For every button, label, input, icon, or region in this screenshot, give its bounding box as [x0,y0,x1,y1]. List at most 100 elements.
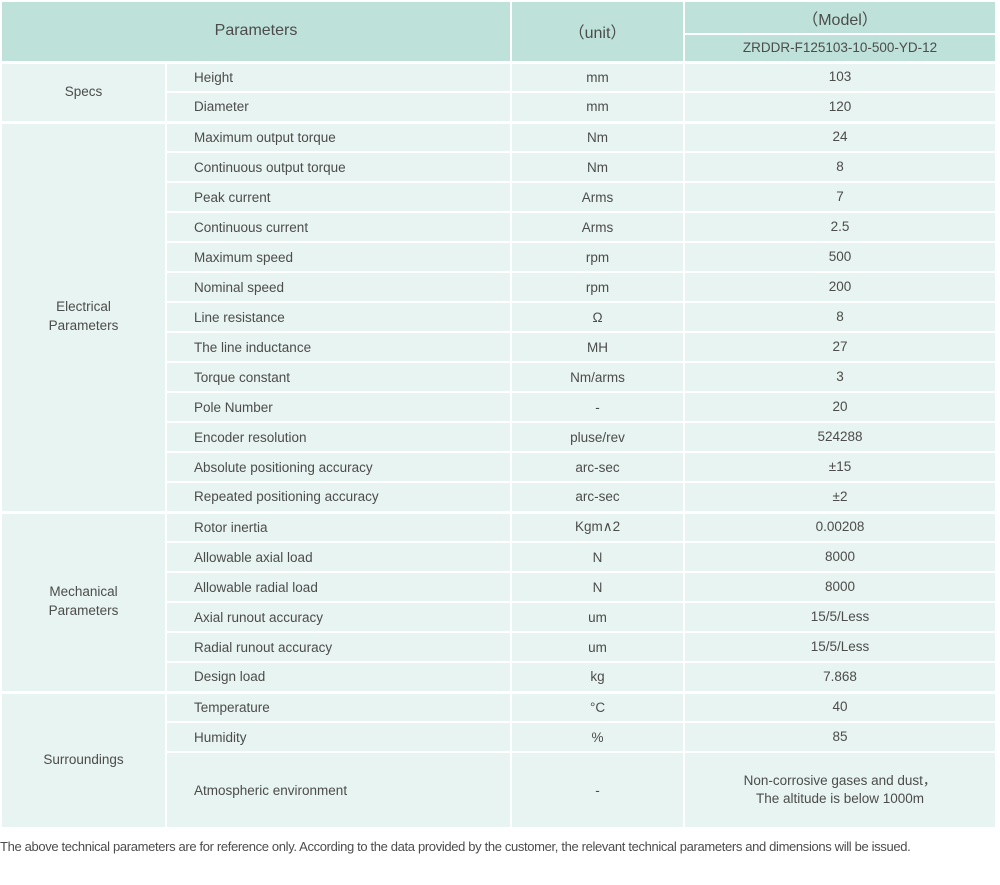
unit-cell: um [510,601,686,633]
param-name-cell: The line inductance [164,331,513,363]
table-row: Nominal speed rpm 200 [1,271,998,303]
unit-cell: Ω [510,301,686,333]
value-cell: 7 [683,181,998,213]
model-header-cell: （Model） [683,0,998,35]
value-cell: 24 [683,120,998,153]
value-cell: 27 [683,331,998,363]
param-name-cell: Axial runout accuracy [164,601,513,633]
header-row-sub: ZRDDR-F125103-10-500-YD-12 [1,33,998,64]
param-name-cell: Maximum output torque [164,120,513,153]
value-cell: Non-corrosive gases and dust， The altitu… [683,751,998,829]
unit-cell: MH [510,331,686,363]
table-row: Diameter mm 120 [1,91,998,123]
param-name-cell: Height [164,60,513,93]
param-name-cell: Allowable axial load [164,541,513,573]
param-name-cell: Atmospheric environment [164,751,513,829]
unit-cell: mm [510,91,686,123]
table-row: Repeated positioning accuracy arc-sec ±2 [1,481,998,513]
param-name-cell: Pole Number [164,391,513,423]
unit-cell: Nm/arms [510,361,686,393]
table-row: Line resistance Ω 8 [1,301,998,333]
table-row: Peak current Arms 7 [1,181,998,213]
param-name-cell: Rotor inertia [164,510,513,543]
param-name-cell: Design load [164,661,513,693]
table-row: Allowable axial load N 8000 [1,541,998,573]
table-header: Parameters （unit） （Model） ZRDDR-F125103-… [0,0,998,64]
value-cell: 8 [683,301,998,333]
param-name-cell: Humidity [164,721,513,753]
value-cell: 8 [683,151,998,183]
value-cell: 200 [683,271,998,303]
table-row: Continuous current Arms 2.5 [1,211,998,243]
value-cell: 500 [683,241,998,273]
unit-cell: % [510,721,686,753]
unit-cell: N [510,571,686,603]
param-name-cell: Diameter [164,91,513,123]
group-label: Mechanical Parameters [0,510,167,693]
unit-cell: - [510,751,686,829]
table-row: Allowable radial load N 8000 [1,571,998,603]
param-name-cell: Continuous output torque [164,151,513,183]
datasheet-page: Parameters （unit） （Model） ZRDDR-F125103-… [0,0,998,854]
value-cell: 524288 [683,421,998,453]
table-row: Maximum speed rpm 500 [1,241,998,273]
param-name-cell: Radial runout accuracy [164,631,513,663]
unit-cell: um [510,631,686,663]
param-name-cell: Continuous current [164,211,513,243]
value-cell: 15/5/Less [683,601,998,633]
value-cell: 40 [683,690,998,723]
group-label: Surroundings [0,690,167,829]
param-name-cell: Absolute positioning accuracy [164,451,513,483]
group-label: Specs [0,60,167,123]
table-row: Absolute positioning accuracy arc-sec ±15 [1,451,998,483]
unit-cell: rpm [510,241,686,273]
model-number-cell: ZRDDR-F125103-10-500-YD-12 [683,33,998,64]
value-cell: 2.5 [683,211,998,243]
unit-cell: Kgm∧2 [510,510,686,543]
unit-cell: N [510,541,686,573]
value-cell: ±15 [683,451,998,483]
table-row: Torque constant Nm/arms 3 [1,361,998,393]
footer-note: The above technical parameters are for r… [0,839,911,854]
value-cell: 20 [683,391,998,423]
param-name-cell: Allowable radial load [164,571,513,603]
value-cell: 8000 [683,541,998,573]
param-name-cell: Maximum speed [164,241,513,273]
table-row: Specs Height mm 103 [0,60,998,123]
param-name-cell: Repeated positioning accuracy [164,481,513,513]
table-row: Design load kg 7.868 [1,661,998,693]
unit-header-cell: （unit） [510,0,686,63]
value-cell: 7.868 [683,661,998,693]
unit-cell: pluse/rev [510,421,686,453]
table-row: Humidity% 85 [1,721,998,753]
unit-cell: mm [510,60,686,93]
value-cell: 3 [683,361,998,393]
table-row: Axial runout accuracy um 15/5/Less [1,601,998,633]
unit-cell: kg [510,661,686,693]
header-row-top: Parameters （unit） （Model） [0,0,998,63]
unit-cell: rpm [510,271,686,303]
group-label: Electrical Parameters [0,120,167,513]
table-row: Encoder resolution pluse/rev 524288 [1,421,998,453]
unit-cell: - [510,391,686,423]
value-cell: ±2 [683,481,998,513]
table-row: Pole Number -20 [1,391,998,423]
param-name-cell: Peak current [164,181,513,213]
value-cell: 103 [683,60,998,93]
param-name-cell: Encoder resolution [164,421,513,453]
table-row: The line inductance MH 27 [1,331,998,363]
value-cell: 0.00208 [683,510,998,543]
unit-cell: Nm [510,120,686,153]
unit-cell: Arms [510,211,686,243]
unit-cell: Arms [510,181,686,213]
unit-cell: arc-sec [510,481,686,513]
table-row: Mechanical Parameters Rotor inertia Kgm∧2 0… [0,510,998,693]
param-name-cell: Torque constant [164,361,513,393]
value-cell: 85 [683,721,998,753]
value-cell: 8000 [683,571,998,603]
table-row: Surroundings Temperature °C 40 [0,690,998,829]
table-row: Electrical Parameters Maximum output torq… [0,120,998,513]
param-name-cell: Temperature [164,690,513,723]
value-cell: 15/5/Less [683,631,998,663]
spec-table: Parameters （unit） （Model） ZRDDR-F125103-… [0,0,998,829]
